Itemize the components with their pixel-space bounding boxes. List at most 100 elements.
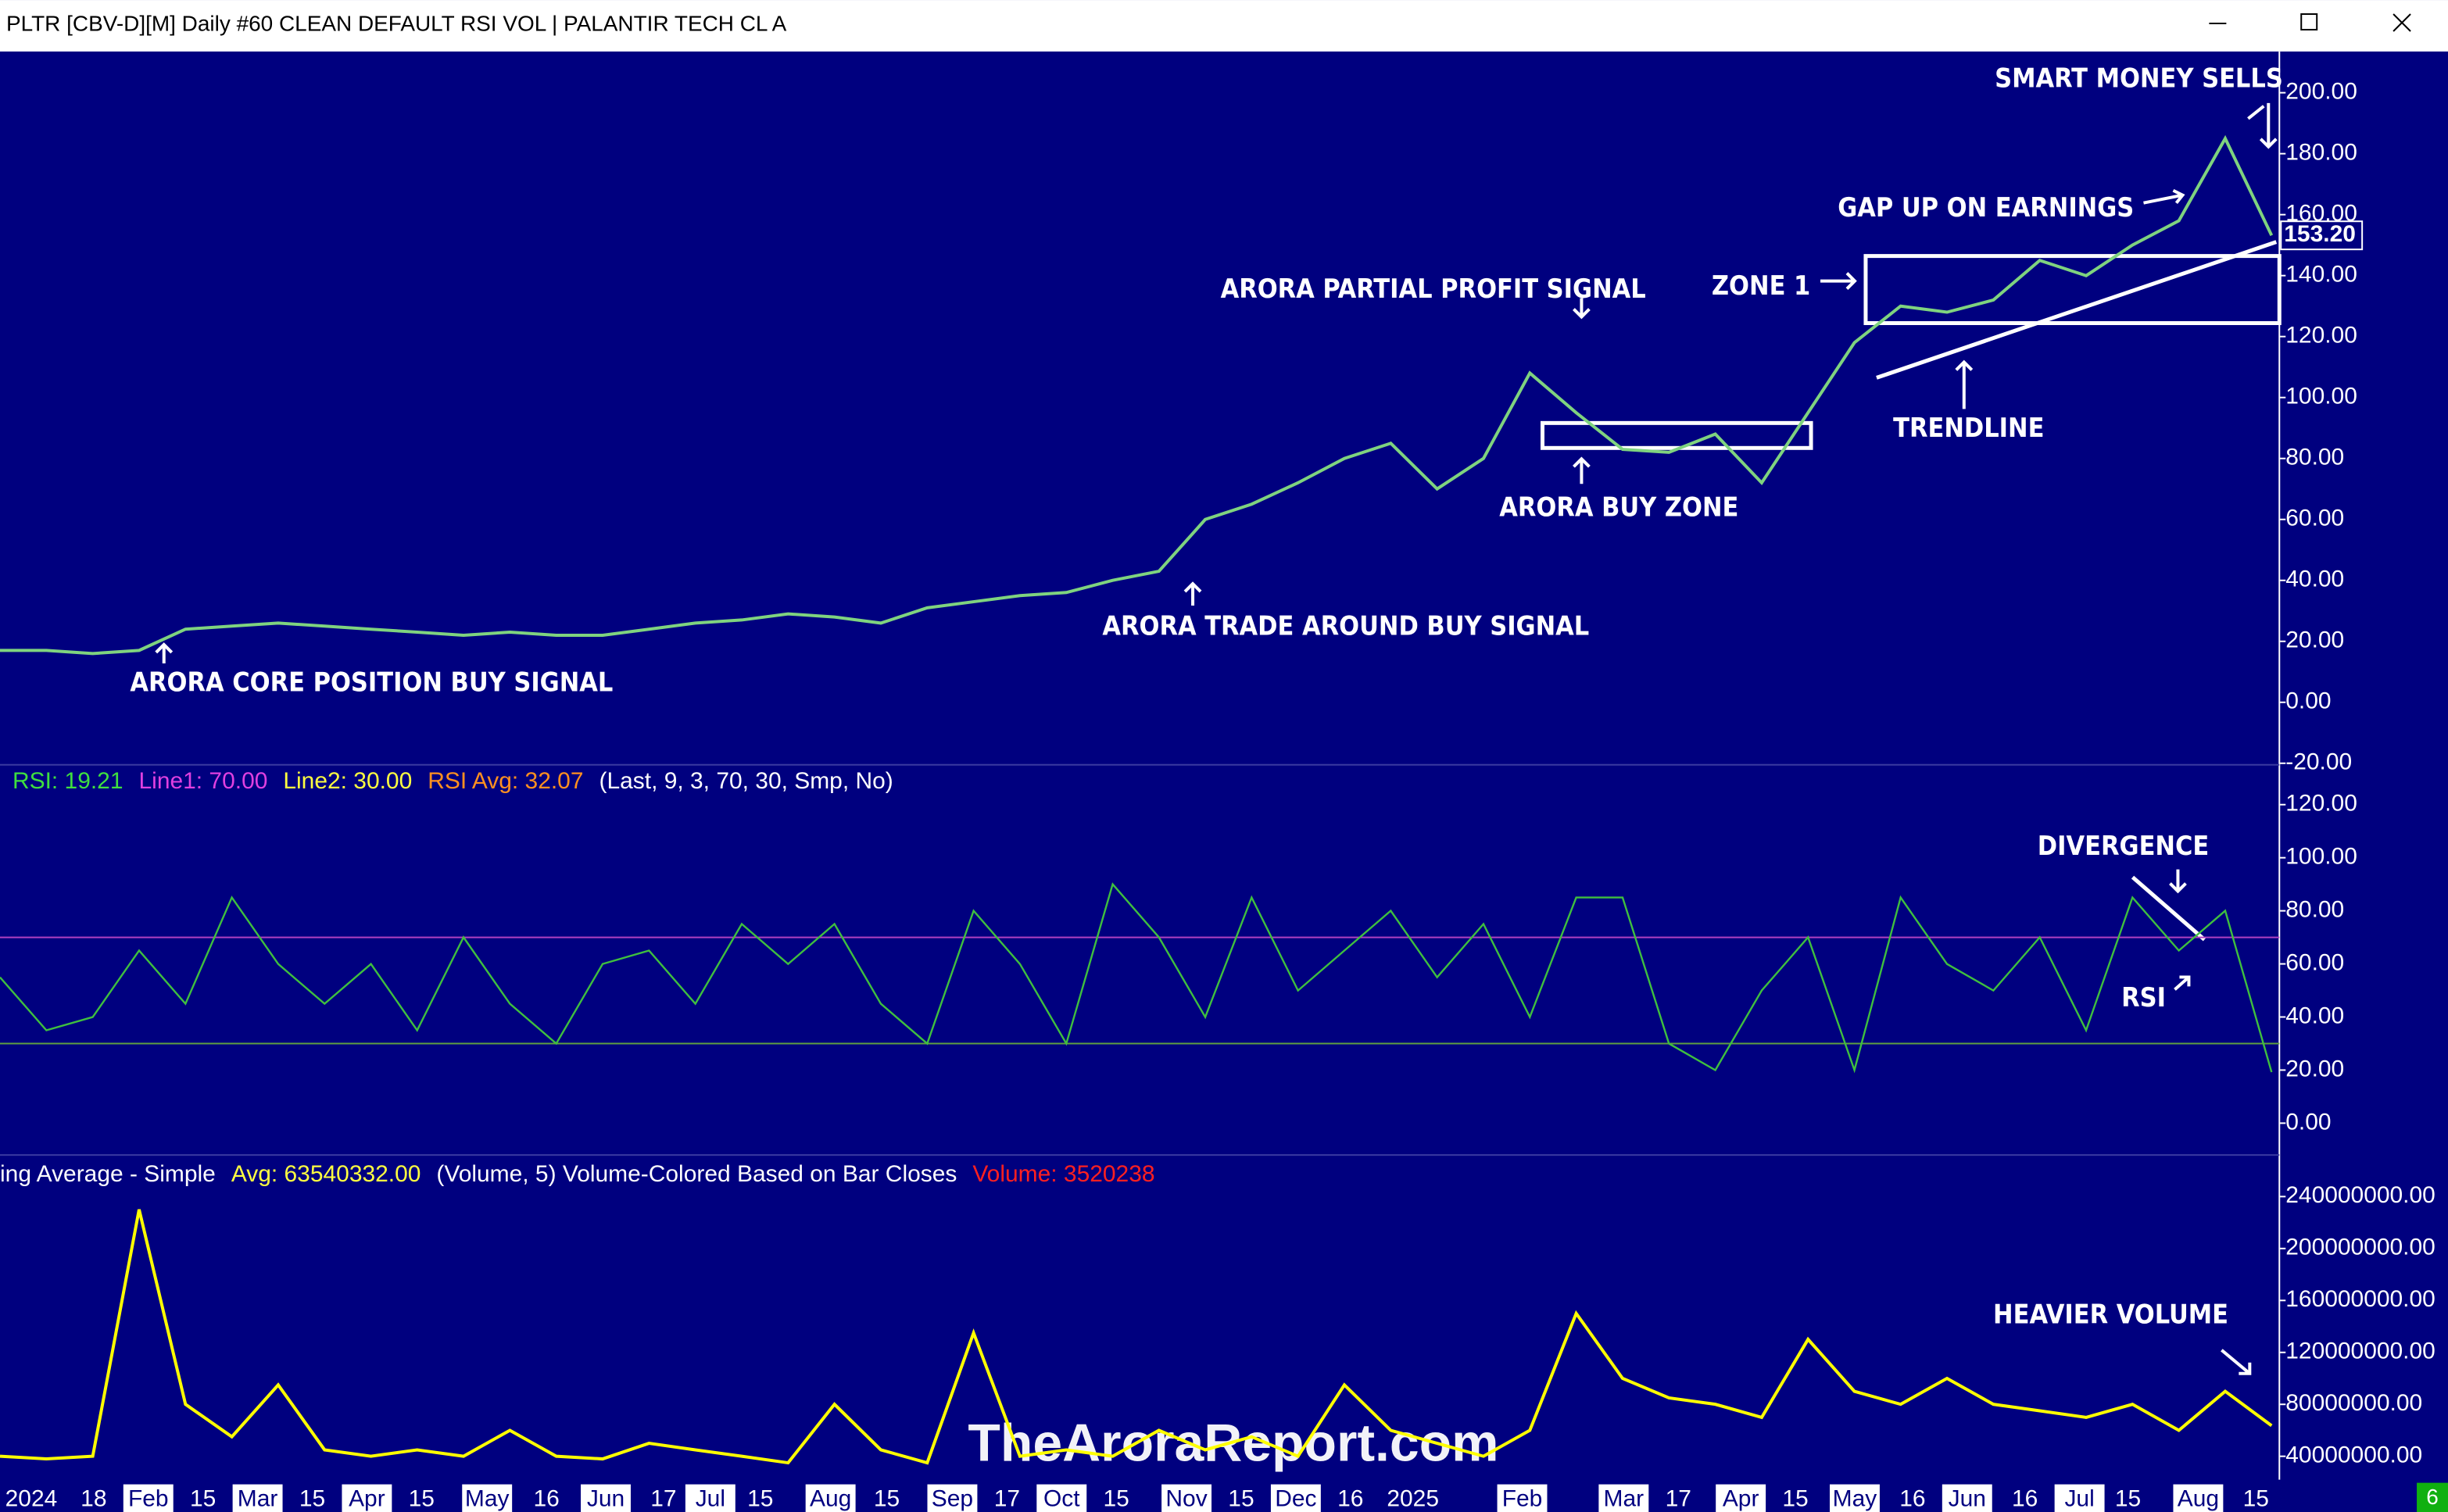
y-tick-label: 60.00 xyxy=(2285,506,2344,531)
x-tick-label: Apr xyxy=(349,1486,385,1512)
x-label-box xyxy=(805,1484,856,1512)
x-tick-label: Apr xyxy=(1723,1486,1759,1512)
x-label-box xyxy=(1497,1484,1548,1512)
y-tick-label: 240000000.00 xyxy=(2285,1182,2435,1208)
divergence-line xyxy=(2131,875,2206,942)
y-tick-label: 120.00 xyxy=(2285,323,2357,349)
series-line xyxy=(0,1209,2273,1465)
y-tick-label: 160000000.00 xyxy=(2285,1286,2435,1312)
x-tick-label: Jul xyxy=(696,1486,725,1512)
legend-entry: RSI: 19.21 xyxy=(13,768,123,794)
annotation: HEAVIER VOLUME xyxy=(1993,1299,2228,1330)
legend-entry: Line2: 30.00 xyxy=(283,768,412,794)
x-tick-label: Oct xyxy=(1043,1486,1080,1512)
x-tick-label: 15 xyxy=(1782,1486,1808,1512)
x-tick-label: Mar xyxy=(1604,1486,1645,1512)
x-tick-label: Feb xyxy=(128,1486,169,1512)
x-tick-label: Sep xyxy=(932,1486,973,1512)
y-tick-label: 80.00 xyxy=(2285,445,2344,470)
annotation: ARORA TRADE AROUND BUY SIGNAL xyxy=(1102,611,1589,642)
x-label-box xyxy=(685,1484,735,1512)
close-button[interactable] xyxy=(2393,13,2411,32)
y-tick-label: 100.00 xyxy=(2285,384,2357,409)
x-tick-label: May xyxy=(1833,1486,1877,1512)
annotation: DIVERGENCE xyxy=(2038,831,2209,862)
y-tick-label: 200.00 xyxy=(2285,79,2357,105)
legend-entry: RSI Avg: 32.07 xyxy=(428,768,583,794)
x-tick-label: Jun xyxy=(587,1486,625,1512)
y-tick-label: 100.00 xyxy=(2285,844,2357,870)
x-tick-label: 15 xyxy=(409,1486,435,1512)
x-tick-label: Jun xyxy=(1949,1486,1986,1512)
x-label-box xyxy=(1598,1484,1649,1512)
last-price-box xyxy=(2280,220,2364,251)
x-tick-label: 15 xyxy=(874,1486,900,1512)
y-tick-label: 0.00 xyxy=(2285,1109,2331,1135)
x-tick-label: 15 xyxy=(1104,1486,1129,1512)
title-bar xyxy=(0,0,2448,52)
x-tick-label: 16 xyxy=(533,1486,559,1512)
x-label-box xyxy=(1716,1484,1766,1512)
x-label-box xyxy=(581,1484,631,1512)
x-tick-label: Dec xyxy=(1275,1486,1316,1512)
last-price-label: 153.20 xyxy=(2284,221,2356,247)
x-tick-label: 16 xyxy=(1899,1486,1925,1512)
x-tick-label: May xyxy=(465,1486,510,1512)
x-tick-label: 2025 xyxy=(1387,1486,1439,1512)
x-tick-label: 15 xyxy=(1228,1486,1254,1512)
x-tick-label: 15 xyxy=(299,1486,325,1512)
y-tick-label: 20.00 xyxy=(2285,627,2344,653)
x-label-box xyxy=(1270,1484,1321,1512)
x-tick-label: Nov xyxy=(1165,1486,1207,1512)
maximize-button[interactable] xyxy=(2300,13,2318,30)
annotation: GAP UP ON EARNINGS xyxy=(1838,192,2134,223)
y-tick-label: 40.00 xyxy=(2285,1003,2344,1028)
y-tick-label: 80000000.00 xyxy=(2285,1390,2422,1416)
x-tick-label: 16 xyxy=(2012,1486,2038,1512)
x-label-box xyxy=(927,1484,978,1512)
legend-entry: (Volume, 5) Volume-Colored Based on Bar … xyxy=(436,1161,957,1187)
x-tick-label: 17 xyxy=(994,1486,1020,1512)
window-title: PLTR [CBV-D][M] Daily #60 CLEAN DEFAULT … xyxy=(6,11,787,35)
x-tick-label: 15 xyxy=(190,1486,216,1512)
x-tick-label: 16 xyxy=(1337,1486,1363,1512)
x-label-box xyxy=(1161,1484,1212,1512)
x-tick-label: Feb xyxy=(1502,1486,1543,1512)
y-tick-label: 80.00 xyxy=(2285,897,2344,923)
y-tick-label: 140.00 xyxy=(2285,262,2357,288)
x-tick-label: Aug xyxy=(810,1486,851,1512)
x-label-box xyxy=(123,1484,174,1512)
annotation: TRENDLINE xyxy=(1893,413,2044,444)
chart-area xyxy=(0,51,2448,1512)
x-tick-label: 15 xyxy=(2115,1486,2141,1512)
x-label-box xyxy=(2173,1484,2224,1512)
y-tick-label: 40.00 xyxy=(2285,567,2344,592)
y-tick-label: 0.00 xyxy=(2285,688,2331,714)
legend: RSI: 19.21 Line1: 70.00 Line2: 30.00 RSI Av… xyxy=(13,768,893,794)
x-tick-label: 15 xyxy=(747,1486,773,1512)
legend-entry: Avg: 63540332.00 xyxy=(231,1161,421,1187)
series-line xyxy=(0,134,2274,656)
annotation: RSI xyxy=(2121,982,2166,1013)
x-label-box xyxy=(1036,1484,1087,1512)
legend-entry: Volume: 3520238 xyxy=(972,1161,1154,1187)
y-tick-label: 180.00 xyxy=(2285,140,2357,166)
x-tick-label: 15 xyxy=(2243,1486,2269,1512)
y-tick-label: 60.00 xyxy=(2285,949,2344,975)
x-tick-label: 17 xyxy=(1666,1486,1691,1512)
x-tick-label: 18 xyxy=(81,1486,106,1512)
x-label-box xyxy=(2054,1484,2105,1512)
y-tick-label: 120000000.00 xyxy=(2285,1339,2435,1364)
zone-1-box xyxy=(1863,254,2282,326)
legend-entry: Line1: 70.00 xyxy=(139,768,268,794)
x-tick-label: 2024 xyxy=(5,1486,58,1512)
y-tick-label: 200000000.00 xyxy=(2285,1235,2435,1260)
x-tick-label: Aug xyxy=(2178,1486,2219,1512)
x-label-box xyxy=(1942,1484,1992,1512)
badge-text: 6 xyxy=(2426,1485,2439,1509)
annotation: SMART MONEY SELLS xyxy=(1995,63,2283,94)
y-tick-label: 20.00 xyxy=(2285,1056,2344,1081)
legend: ing Average - Simple Avg: 63540332.00 (Vol… xyxy=(0,1161,1155,1187)
arrows xyxy=(155,102,2278,1375)
